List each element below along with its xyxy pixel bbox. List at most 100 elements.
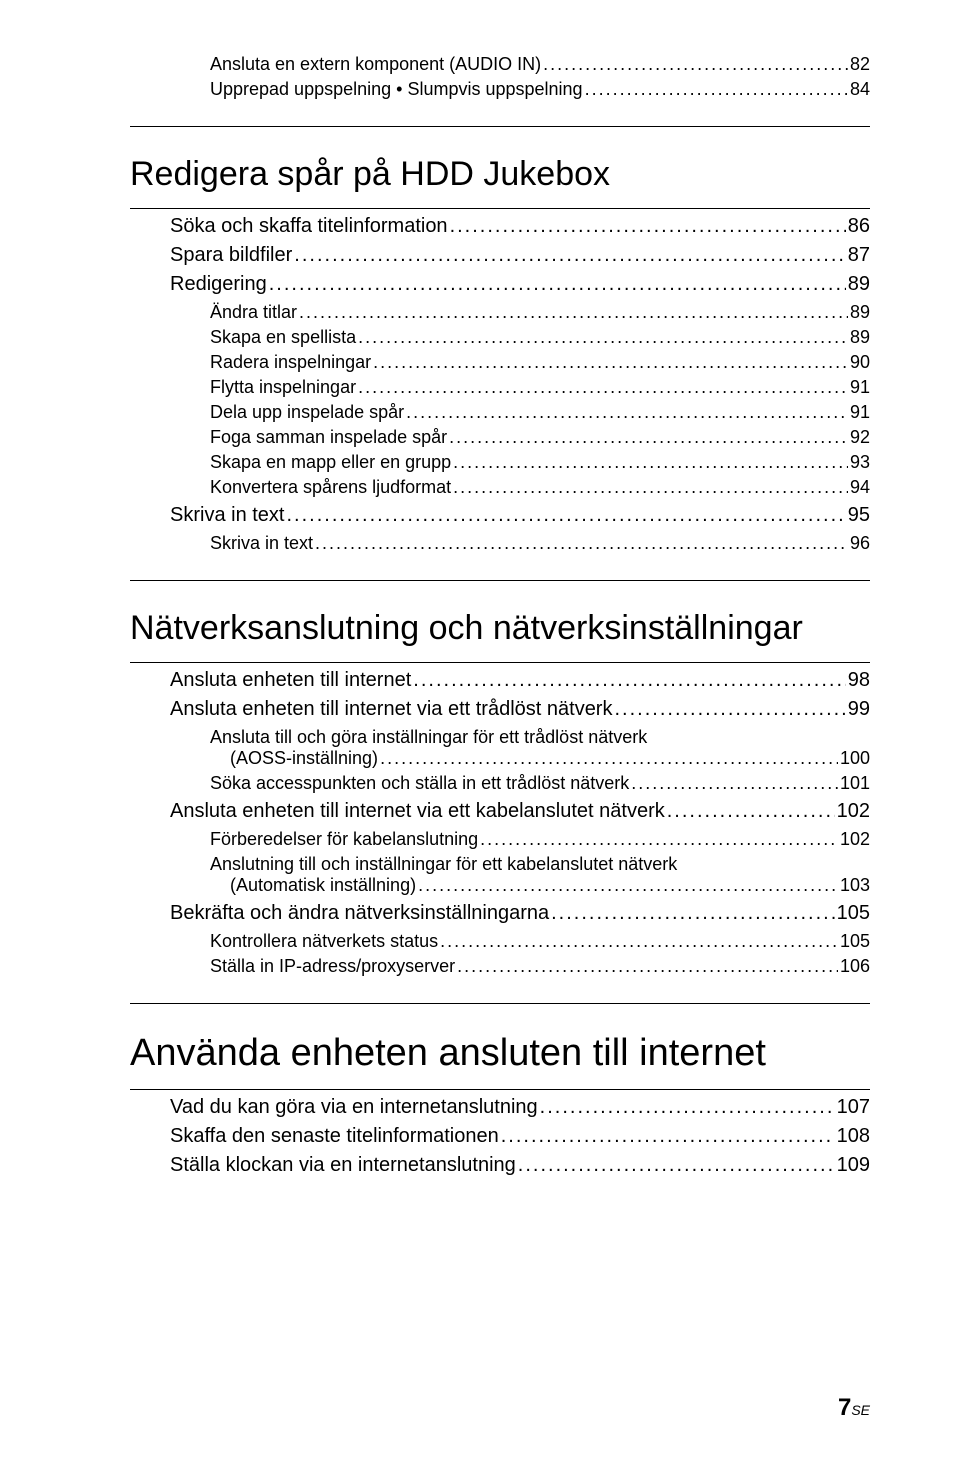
toc-page-number: 102	[840, 829, 870, 850]
toc-page-number: 91	[850, 377, 870, 398]
section-rule	[130, 208, 870, 209]
toc-label: Konvertera spårens ljudformat	[210, 477, 451, 498]
toc-label: Flytta inspelningar	[210, 377, 356, 398]
toc-page-number: 105	[837, 902, 870, 925]
toc-label: Skapa en spellista	[210, 327, 356, 348]
toc-label: Foga samman inspelade spår	[210, 427, 447, 448]
toc-label: Anslutning till och inställningar för et…	[210, 854, 870, 875]
toc-page-number: 94	[850, 477, 870, 498]
toc-page-number: 86	[848, 215, 870, 238]
toc-leader-dots	[299, 302, 848, 323]
toc-entry: Redigering 89	[170, 273, 870, 296]
toc-entry: Ansluta enheten till internet via ett ka…	[170, 800, 870, 823]
toc-label: Vad du kan göra via en internetanslutnin…	[170, 1096, 538, 1119]
section-rule	[130, 580, 870, 581]
toc-label: Spara bildfiler	[170, 244, 292, 267]
toc-leader-dots	[614, 698, 845, 721]
toc-page-number: 84	[850, 79, 870, 100]
toc-page-number: 89	[848, 273, 870, 296]
toc-entry: Ansluta en extern komponent (AUDIO IN)82	[210, 54, 870, 75]
toc-page-number: 102	[837, 800, 870, 823]
toc-leader-dots	[418, 875, 838, 896]
toc-page-number: 98	[848, 669, 870, 692]
toc-entry: Skriva in text96	[210, 533, 870, 554]
toc-sections: Redigera spår på HDD JukeboxSöka och ska…	[130, 126, 870, 1177]
toc-page-number: 82	[850, 54, 870, 75]
toc-page-number: 106	[840, 956, 870, 977]
toc-entry: Ansluta enheten till internet 98	[170, 669, 870, 692]
page-number: 7	[838, 1394, 851, 1421]
toc-page-number: 103	[840, 875, 870, 896]
toc-entry: Skapa en spellista 89	[210, 327, 870, 348]
toc-leader-dots	[543, 54, 848, 75]
toc-entry: Söka och skaffa titelinformation 86	[170, 215, 870, 238]
toc-entry: Dela upp inspelade spår 91	[210, 402, 870, 423]
toc-leader-dots	[453, 477, 848, 498]
pre-section-items: Ansluta en extern komponent (AUDIO IN)82…	[130, 54, 870, 100]
toc-entry: Söka accesspunkten och ställa in ett trå…	[210, 773, 870, 794]
toc-leader-dots	[380, 748, 838, 769]
toc-label: Ansluta enheten till internet	[170, 669, 411, 692]
toc-entry: Bekräfta och ändra nätverksinställningar…	[170, 902, 870, 925]
toc-page-number: 109	[837, 1154, 870, 1177]
toc-leader-dots	[286, 504, 845, 527]
section-rule	[130, 1089, 870, 1090]
toc-leader-dots	[406, 402, 848, 423]
toc-label: Skapa en mapp eller en grupp	[210, 452, 451, 473]
toc-label: Skriva in text	[210, 533, 313, 554]
section-rule	[130, 126, 870, 127]
toc-page-number: 92	[850, 427, 870, 448]
toc-label: (AOSS-inställning)	[230, 748, 378, 769]
toc-leader-dots	[294, 244, 845, 267]
toc-leader-dots	[501, 1125, 835, 1148]
toc-entry: Foga samman inspelade spår 92	[210, 427, 870, 448]
toc-leader-dots	[480, 829, 838, 850]
section-rule	[130, 662, 870, 663]
toc-page-number: 107	[837, 1096, 870, 1119]
toc-leader-dots	[440, 931, 838, 952]
toc-leader-dots	[358, 327, 848, 348]
toc-page-number: 89	[850, 302, 870, 323]
toc-entry: Ställa in IP-adress/proxyserver 106	[210, 956, 870, 977]
toc-entry: Upprepad uppspelning • Slumpvis uppspeln…	[210, 79, 870, 100]
toc-leader-dots	[631, 773, 838, 794]
toc-label: Radera inspelningar	[210, 352, 371, 373]
toc-entry: Skaffa den senaste titelinformationen 10…	[170, 1125, 870, 1148]
toc-entry: Konvertera spårens ljudformat 94	[210, 477, 870, 498]
toc-page-number: 99	[848, 698, 870, 721]
section-rule	[130, 1003, 870, 1004]
toc-entry: Förberedelser för kabelanslutning102	[210, 829, 870, 850]
toc-entry: Ställa klockan via en internetanslutning…	[170, 1154, 870, 1177]
toc-page-number: 91	[850, 402, 870, 423]
toc-label: Ställa in IP-adress/proxyserver	[210, 956, 455, 977]
toc-label: (Automatisk inställning)	[230, 875, 416, 896]
toc-label: Ställa klockan via en internetanslutning	[170, 1154, 516, 1177]
toc-label: Upprepad uppspelning • Slumpvis uppspeln…	[210, 79, 583, 100]
toc-page-number: 95	[848, 504, 870, 527]
toc-page-number: 89	[850, 327, 870, 348]
toc-page-number: 108	[837, 1125, 870, 1148]
toc-leader-dots	[457, 956, 838, 977]
toc-label: Kontrollera nätverkets status	[210, 931, 438, 952]
toc-label: Redigering	[170, 273, 267, 296]
toc-leader-dots	[518, 1154, 835, 1177]
toc-entry: Flytta inspelningar 91	[210, 377, 870, 398]
toc-leader-dots	[269, 273, 846, 296]
toc-page-number: 105	[840, 931, 870, 952]
toc-entry: Radera inspelningar90	[210, 352, 870, 373]
toc-label: Dela upp inspelade spår	[210, 402, 404, 423]
toc-label: Söka och skaffa titelinformation	[170, 215, 448, 238]
toc-label: Skriva in text	[170, 504, 284, 527]
toc-entry: Vad du kan göra via en internetanslutnin…	[170, 1096, 870, 1119]
toc-entry: Anslutning till och inställningar för et…	[210, 854, 870, 896]
toc-leader-dots	[449, 427, 848, 448]
section-heading: Använda enheten ansluten till internet	[130, 1032, 870, 1075]
toc-entry: Kontrollera nätverkets status 105	[210, 931, 870, 952]
toc-leader-dots	[540, 1096, 835, 1119]
page-number-suffix: SE	[851, 1402, 870, 1418]
toc-leader-dots	[551, 902, 835, 925]
toc-page-number: 93	[850, 452, 870, 473]
toc-entry: Spara bildfiler87	[170, 244, 870, 267]
toc-page-number: 100	[840, 748, 870, 769]
toc-label: Ansluta enheten till internet via ett ka…	[170, 800, 665, 823]
